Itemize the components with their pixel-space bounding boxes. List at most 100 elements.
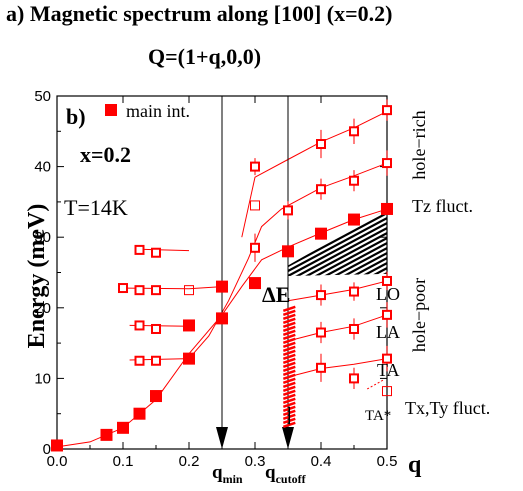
figure-title: a) Magnetic spectrum along [100] (x=0.2) xyxy=(6,1,392,26)
composition-label: x=0.2 xyxy=(80,142,131,167)
delta-e-arrow-stripe xyxy=(282,329,296,336)
delta-e-arrow-stripe xyxy=(282,361,296,368)
filled-square-point xyxy=(216,312,228,325)
open-square-point xyxy=(316,327,326,338)
ta-star-dashed-curve xyxy=(366,379,384,390)
filled-square-point xyxy=(117,421,129,434)
delta-e-arrow-stripe xyxy=(282,333,296,340)
delta-e-arrow-stripe xyxy=(282,397,296,404)
x-tick-label: 0.2 xyxy=(179,453,200,470)
ta-star-label: TA* xyxy=(365,408,391,424)
panel-label: b) xyxy=(66,104,86,129)
hole-rich-label: hole−rich xyxy=(409,110,429,179)
tz-fluct-label: Tz fluct. xyxy=(412,196,473,216)
hatch-line xyxy=(288,208,387,246)
open-square-point xyxy=(151,285,161,296)
y-axis-label: Energy (meV) xyxy=(24,204,50,349)
delta-e-arrow-stripe xyxy=(282,381,296,388)
delta-e-arrow-stripe xyxy=(282,305,296,312)
hatch-line xyxy=(288,233,387,277)
delta-e-arrow-stripe xyxy=(282,369,296,376)
q-cutoff-arrow xyxy=(282,427,294,449)
dispersion-curve xyxy=(287,280,388,302)
delta-e-arrow-stripe xyxy=(282,321,296,328)
q-cutoff-label: qcutoff xyxy=(265,462,307,486)
hatch-line xyxy=(288,258,387,277)
thin-open-square-point xyxy=(382,386,392,397)
y-tick-label: 40 xyxy=(34,159,51,176)
filled-square-point xyxy=(133,407,146,420)
ta-label: TA xyxy=(377,360,400,380)
open-square-point xyxy=(151,247,161,258)
delta-e-arrow-stripe xyxy=(282,325,296,332)
delta-e-arrow-stripe xyxy=(282,337,296,344)
filled-square-point xyxy=(249,277,261,290)
filled-square-point xyxy=(348,213,360,226)
hatch-line xyxy=(288,238,387,277)
x-tick-label: 0.4 xyxy=(311,453,332,470)
delta-e-arrow-stripe xyxy=(282,421,296,428)
y-tick-label: 50 xyxy=(34,88,51,105)
open-square-point xyxy=(349,286,359,297)
open-square-point xyxy=(316,362,326,373)
open-square-point xyxy=(151,323,161,334)
q-min-arrow xyxy=(216,427,228,449)
open-square-point xyxy=(382,275,392,286)
delta-e-arrow-stripe xyxy=(282,373,296,380)
thin-open-square-point xyxy=(184,285,194,296)
x-tick-label: 0.5 xyxy=(377,453,398,470)
open-square-point xyxy=(316,184,326,195)
x-axis-label: q xyxy=(408,452,422,478)
delta-e-arrow-stripe xyxy=(282,377,296,384)
open-square-point xyxy=(349,373,359,384)
open-square-point xyxy=(349,323,359,334)
delta-e-arrow-stripe xyxy=(282,365,296,372)
delta-e-arrow-stripe xyxy=(282,317,296,324)
txty-fluct-label: Tx,Ty fluct. xyxy=(405,398,490,418)
lo-label: LO xyxy=(376,284,400,304)
hatch-line xyxy=(288,213,387,276)
open-square-point xyxy=(316,139,326,150)
delta-e-arrow-stripe xyxy=(282,393,296,400)
open-square-point xyxy=(283,205,293,216)
hatch-line xyxy=(288,248,387,277)
delta-e-label: ΔE xyxy=(262,282,290,307)
hatch-line xyxy=(288,208,387,271)
hatch-line xyxy=(288,228,387,277)
delta-e-arrow-stripe xyxy=(282,345,296,352)
x-tick-label: 0.0 xyxy=(47,453,68,470)
hatch-line xyxy=(288,208,387,226)
open-square-point xyxy=(118,283,128,294)
data-markers xyxy=(51,99,393,452)
filled-square-point xyxy=(381,202,393,215)
open-square-point xyxy=(151,355,161,366)
open-square-point xyxy=(316,290,326,301)
delta-e-arrow-stripe xyxy=(282,353,296,360)
q-min-label: qmin xyxy=(212,462,243,486)
delta-e-arrow xyxy=(282,305,296,428)
hatch-line xyxy=(288,208,387,236)
thin-open-square-point xyxy=(250,200,260,211)
y-tick-label: 10 xyxy=(34,370,51,387)
filled-square-point xyxy=(282,245,294,258)
open-square-point xyxy=(349,126,359,137)
delta-e-arrow-stripe xyxy=(282,389,296,396)
open-square-point xyxy=(250,242,260,253)
dispersion-curve xyxy=(139,248,190,252)
y-tick-label: 30 xyxy=(34,229,51,246)
legend-marker xyxy=(105,104,117,116)
open-square-point xyxy=(250,161,260,172)
hatch-line xyxy=(288,223,387,277)
hatch-line xyxy=(288,243,387,277)
axis-ticks: 0.0 0.1 0.2 0.3 0.4 0.5 0 10 20 30 40 50 xyxy=(34,88,397,470)
delta-e-arrow-stripe xyxy=(282,401,296,408)
figure-subtitle: Q=(1+q,0,0) xyxy=(148,44,261,69)
dispersion-curve xyxy=(188,162,388,359)
open-square-point xyxy=(349,175,359,186)
hatch-line xyxy=(288,208,387,221)
delta-e-arrow-stripe xyxy=(282,385,296,392)
filled-square-point xyxy=(150,390,162,403)
dispersion-curve xyxy=(287,358,388,378)
delta-e-arrow-stripe xyxy=(282,349,296,356)
open-square-point xyxy=(134,320,145,331)
